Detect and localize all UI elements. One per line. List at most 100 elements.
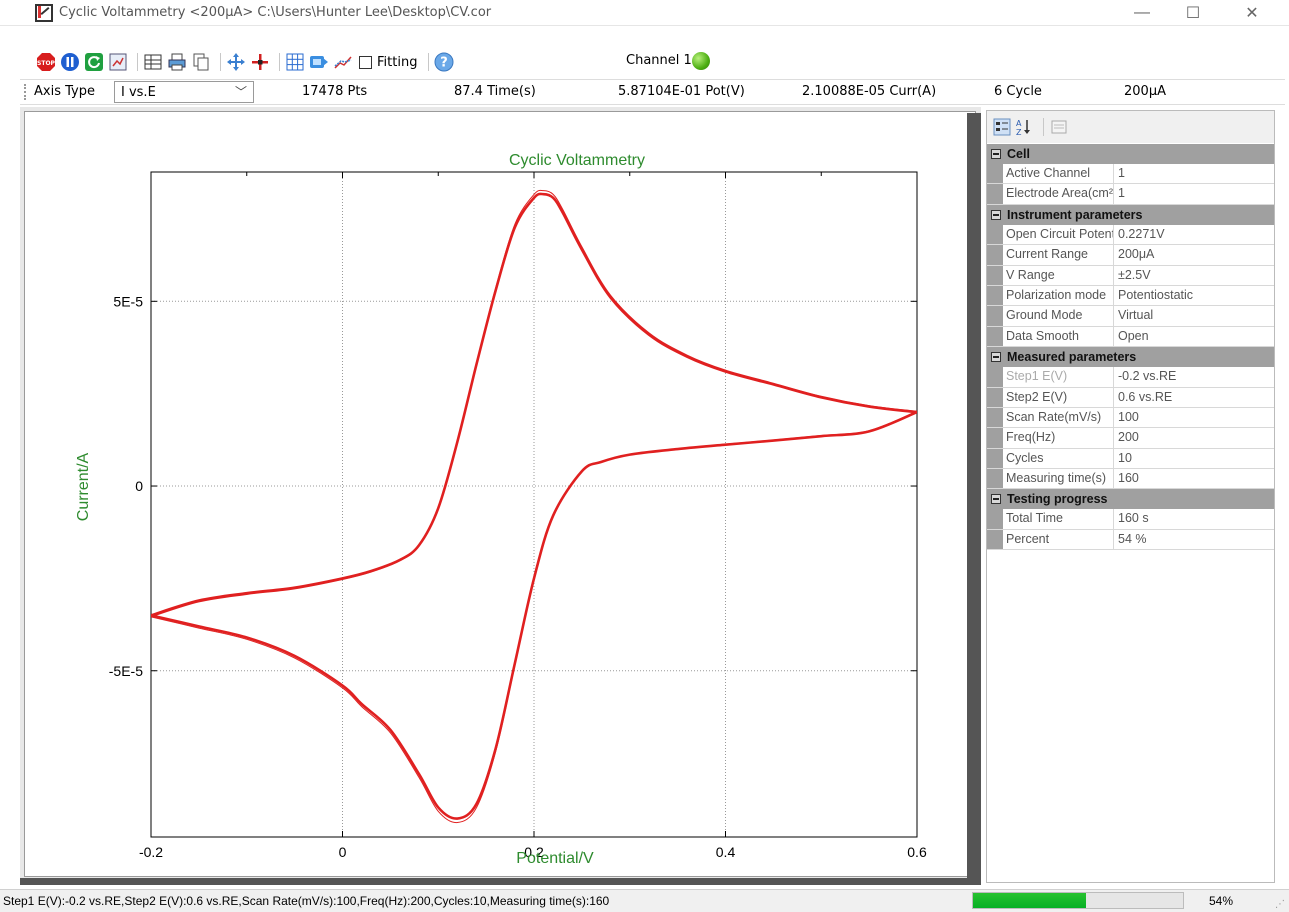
axis-type-label: Axis Type (34, 84, 95, 99)
collapse-icon[interactable] (991, 352, 1001, 363)
fitting-checkbox[interactable] (359, 55, 372, 69)
minimize-button[interactable]: — (1134, 4, 1150, 21)
cycle-readout: 6 Cycle (994, 84, 1042, 99)
channel-status-icon (692, 52, 710, 70)
pause-icon[interactable] (60, 52, 80, 72)
main-toolbar: STOP Fitting ? (14, 50, 458, 74)
property-value[interactable]: 200 (1118, 430, 1139, 445)
cv-chart[interactable]: Cyclic Voltammetry -0.2 0 0.2 0.4 0.6 -5E-5 0 5… (25, 112, 975, 876)
row-gutter (987, 428, 1003, 448)
property-row[interactable]: Step1 E(V) -0.2 vs.RE (987, 367, 1274, 388)
collapse-icon[interactable] (991, 209, 1001, 220)
chart-canvas[interactable]: Cyclic Voltammetry -0.2 0 0.2 0.4 0.6 -5E-5 0 5… (24, 111, 976, 877)
collapse-icon[interactable] (991, 149, 1001, 159)
property-name: Freq(Hz) (1003, 428, 1114, 448)
property-name: Cycles (1003, 448, 1114, 469)
property-grid: Cell Active Channel 1 Electrode Area(cm²) 1 I… (987, 144, 1274, 551)
svg-text:?: ? (441, 56, 449, 71)
property-value[interactable]: Potentiostatic (1118, 287, 1194, 302)
property-row[interactable]: Active Channel 1 (987, 164, 1274, 185)
zoom-fit-icon[interactable] (226, 52, 246, 72)
property-value[interactable]: 54 % (1118, 531, 1147, 546)
property-value[interactable]: Virtual (1118, 308, 1154, 323)
property-row[interactable]: Percent 54 % (987, 529, 1274, 551)
x-tick-label: 0.2 (524, 844, 544, 860)
property-value[interactable]: 100 (1118, 409, 1139, 424)
progress-bar (972, 892, 1184, 909)
refresh-icon[interactable] (84, 52, 104, 72)
trend-icon[interactable] (333, 52, 353, 72)
plot-frame (150, 171, 918, 838)
row-gutter (987, 245, 1003, 265)
property-row[interactable]: Measuring time(s) 160 (987, 469, 1274, 490)
help-icon[interactable]: ? (434, 52, 454, 72)
row-gutter (987, 285, 1003, 306)
property-name: Step2 E(V) (1003, 387, 1114, 407)
property-value[interactable]: 0.6 vs.RE (1118, 389, 1173, 404)
property-value[interactable]: 160 (1118, 471, 1139, 486)
row-gutter (987, 448, 1003, 469)
property-row[interactable]: Current Range 200μA (987, 245, 1274, 266)
status-bar: Step1 E(V):-0.2 vs.RE,Step2 E(V):0.6 vs.… (0, 889, 1289, 912)
axis-type-value: I vs.E (121, 85, 156, 100)
property-value[interactable]: Open (1118, 328, 1149, 343)
axis-type-dropdown[interactable]: I vs.E ﹀ (114, 81, 254, 103)
stop-icon[interactable]: STOP (36, 52, 56, 72)
category-label: Cell (1007, 147, 1030, 161)
property-row[interactable]: Open Circuit Potential 0.2271V (987, 224, 1274, 246)
property-row[interactable]: Total Time 160 s (987, 509, 1274, 530)
y-tick-label: -5E-5 (109, 663, 143, 679)
property-name: Step1 E(V) (1003, 367, 1114, 387)
property-row[interactable]: Scan Rate(mV/s) 100 (987, 407, 1274, 429)
chart-vertical-scrollbar[interactable] (967, 113, 981, 881)
property-name: Electrode Area(cm²) (1003, 184, 1114, 204)
category-header[interactable]: Measured parameters (987, 347, 1274, 368)
property-value[interactable]: 0.2271V (1118, 226, 1165, 241)
property-name: Measuring time(s) (1003, 469, 1114, 489)
row-gutter (987, 306, 1003, 326)
export-icon[interactable] (309, 52, 329, 72)
table-icon[interactable] (143, 52, 163, 72)
toolbar-grip[interactable] (24, 84, 26, 100)
y-axis-label: Current/A (75, 452, 92, 521)
property-value[interactable]: 200μA (1118, 247, 1155, 262)
property-row[interactable]: V Range ±2.5V (987, 265, 1274, 286)
chart-horizontal-scrollbar[interactable] (20, 878, 981, 885)
property-row[interactable]: Data Smooth Open (987, 326, 1274, 348)
property-name: Total Time (1003, 509, 1114, 529)
potential-readout: 5.87104E-01 Pot(V) (618, 84, 745, 99)
property-row[interactable]: Cycles 10 (987, 448, 1274, 470)
resize-grip-icon[interactable]: ⋰ (1275, 899, 1285, 910)
property-value[interactable]: 10 (1118, 450, 1132, 465)
report-icon[interactable] (108, 52, 128, 72)
property-row[interactable]: Polarization mode Potentiostatic (987, 285, 1274, 307)
categorized-icon[interactable] (993, 118, 1011, 136)
grid-icon[interactable] (285, 52, 305, 72)
property-value[interactable]: 160 s (1118, 511, 1149, 526)
cv-series-line (151, 192, 917, 617)
copy-icon[interactable] (191, 52, 211, 72)
maximize-button[interactable]: ☐ (1185, 5, 1201, 22)
category-header[interactable]: Instrument parameters (987, 204, 1274, 225)
property-row[interactable]: Step2 E(V) 0.6 vs.RE (987, 387, 1274, 408)
property-value[interactable]: ±2.5V (1118, 267, 1151, 282)
close-button[interactable]: ✕ (1245, 5, 1259, 22)
row-gutter (987, 509, 1003, 529)
cv-cycle-trace (151, 189, 917, 618)
crosshair-icon[interactable] (250, 52, 270, 72)
property-row[interactable]: Freq(Hz) 200 (987, 428, 1274, 449)
category-header[interactable]: Testing progress (987, 489, 1274, 510)
property-value[interactable]: 1 (1118, 186, 1125, 201)
category-header[interactable]: Cell (987, 144, 1274, 164)
collapse-icon[interactable] (991, 494, 1001, 505)
print-icon[interactable] (167, 52, 187, 72)
row-gutter (987, 469, 1003, 489)
property-pages-icon[interactable] (1050, 118, 1068, 136)
property-row[interactable]: Ground Mode Virtual (987, 306, 1274, 327)
property-value[interactable]: 1 (1118, 166, 1125, 180)
property-row[interactable]: Electrode Area(cm²) 1 (987, 184, 1274, 205)
property-value[interactable]: -0.2 vs.RE (1118, 369, 1177, 384)
